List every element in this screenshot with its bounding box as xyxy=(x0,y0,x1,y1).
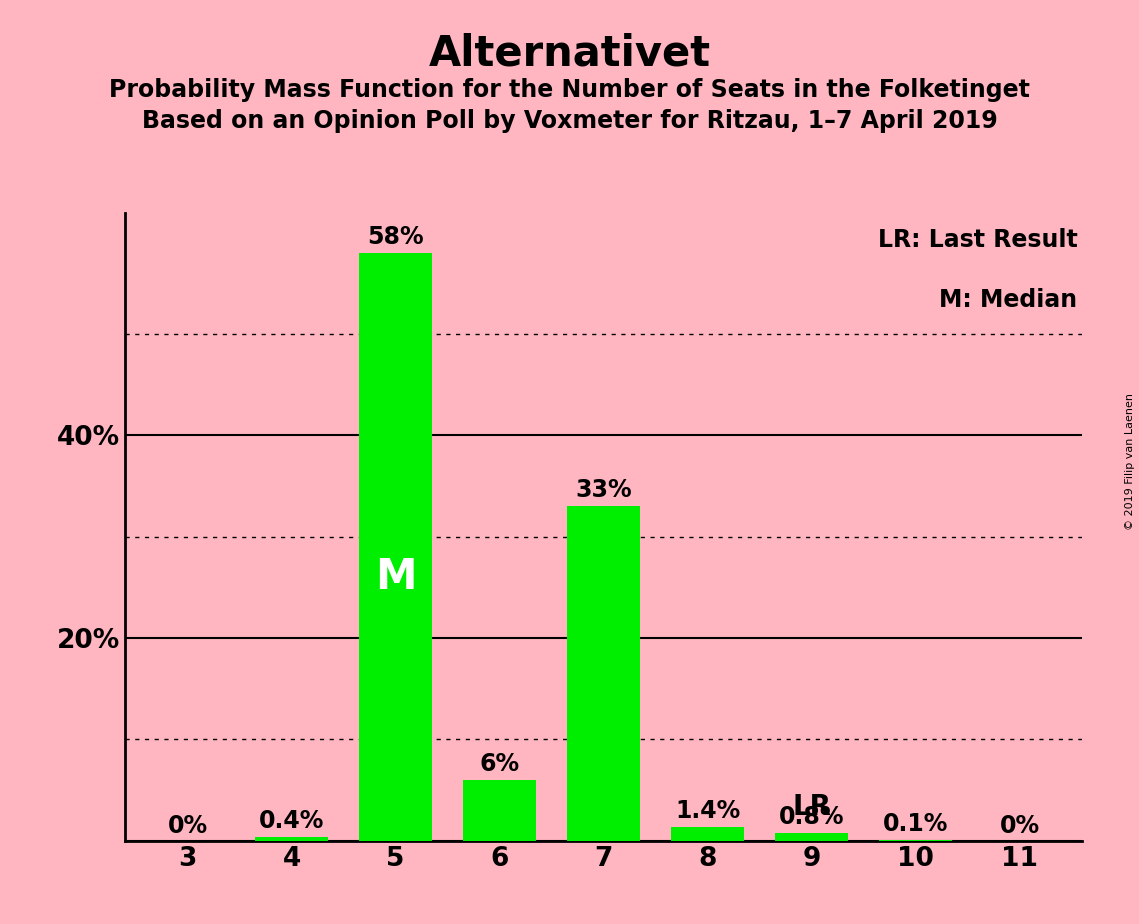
Text: 33%: 33% xyxy=(575,479,632,503)
Text: 6%: 6% xyxy=(480,752,519,776)
Text: 0.8%: 0.8% xyxy=(779,805,844,829)
Bar xyxy=(567,506,640,841)
Text: © 2019 Filip van Laenen: © 2019 Filip van Laenen xyxy=(1125,394,1134,530)
Text: Probability Mass Function for the Number of Seats in the Folketinget: Probability Mass Function for the Number… xyxy=(109,78,1030,102)
Text: 0%: 0% xyxy=(167,814,207,838)
Bar xyxy=(464,780,536,841)
Text: 0.4%: 0.4% xyxy=(259,808,325,833)
Text: Alternativet: Alternativet xyxy=(428,32,711,74)
Text: 0%: 0% xyxy=(1000,814,1040,838)
Bar xyxy=(255,837,328,841)
Text: M: Median: M: Median xyxy=(940,288,1077,312)
Text: 58%: 58% xyxy=(368,225,424,249)
Text: M: M xyxy=(375,556,417,599)
Bar xyxy=(879,840,952,841)
Bar xyxy=(671,827,744,841)
Text: LR: Last Result: LR: Last Result xyxy=(877,228,1077,252)
Bar xyxy=(359,253,432,841)
Text: 1.4%: 1.4% xyxy=(675,798,740,822)
Bar xyxy=(776,833,849,841)
Text: Based on an Opinion Poll by Voxmeter for Ritzau, 1–7 April 2019: Based on an Opinion Poll by Voxmeter for… xyxy=(141,109,998,133)
Text: 0.1%: 0.1% xyxy=(883,812,949,836)
Text: LR: LR xyxy=(792,793,831,821)
